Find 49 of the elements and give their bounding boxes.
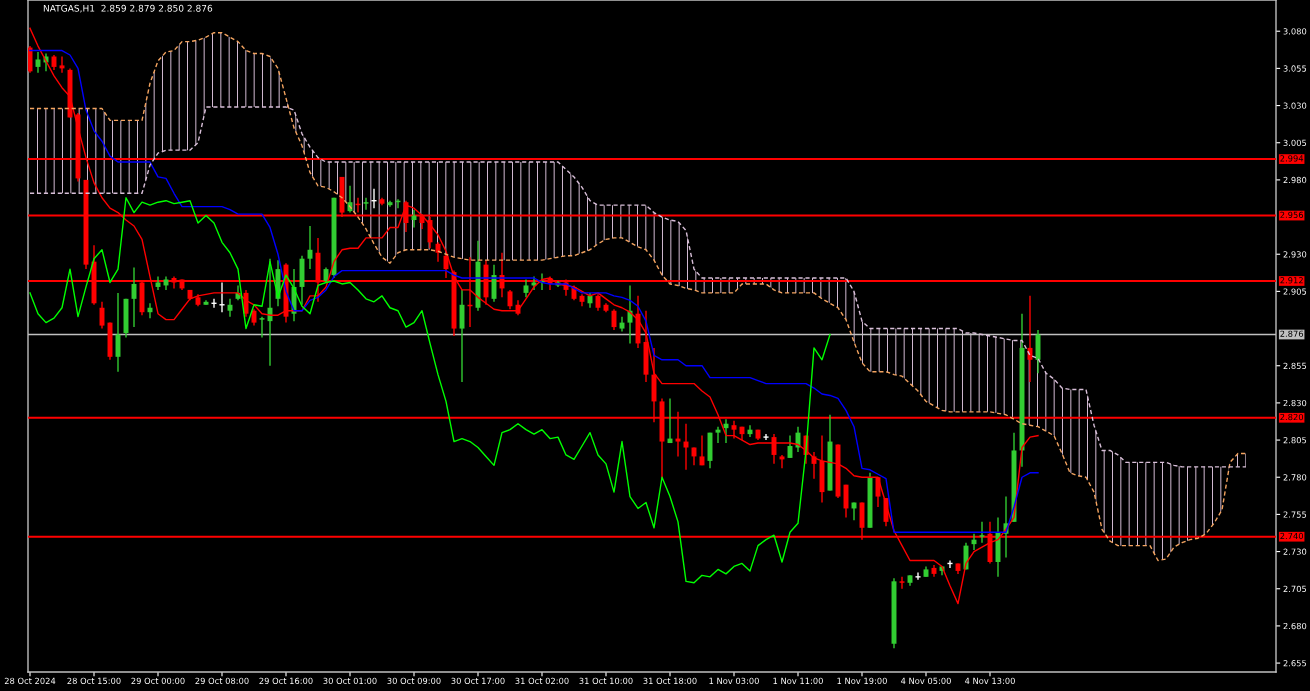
x-tick-label: 31 Oct 18:00 [643, 677, 697, 685]
line-series [29, 197, 831, 584]
x-tick-label: 29 Oct 16:00 [259, 677, 313, 685]
candlestick [259, 315, 265, 339]
candlestick [914, 571, 922, 581]
ref-line-label: 2.994 [1280, 155, 1304, 162]
x-tick-label: 29 Oct 00:00 [131, 677, 185, 685]
x-tick-label: 4 Nov 13:00 [964, 677, 1015, 685]
y-tick-label: 2.930 [1283, 251, 1307, 258]
x-tick-label: 4 Nov 05:00 [900, 677, 951, 685]
ref-line-label: 2.820 [1280, 413, 1304, 421]
candlestick [363, 197, 369, 211]
x-tick-label: 30 Oct 17:00 [451, 677, 505, 685]
y-tick-label: 2.680 [1283, 622, 1307, 630]
y-tick-label: 3.005 [1283, 139, 1307, 147]
y-tick-label: 2.705 [1283, 585, 1307, 593]
x-tick-label: 31 Oct 10:00 [579, 677, 633, 685]
ref-line-label: 2.956 [1280, 211, 1304, 218]
x-tick-label: 30 Oct 01:00 [323, 677, 377, 685]
y-tick-label: 2.780 [1283, 474, 1307, 481]
ref-line-label: 2.912 [1280, 277, 1303, 284]
candlestick [899, 576, 905, 590]
x-tick-label: 1 Nov 19:00 [837, 677, 887, 685]
x-tick-label: 29 Oct 08:00 [195, 677, 249, 685]
candlestick [762, 433, 770, 441]
y-tick-label: 3.030 [1283, 102, 1307, 109]
y-tick-label: 2.755 [1283, 511, 1307, 518]
y-tick-label: 2.805 [1283, 437, 1307, 444]
x-tick-label: 28 Oct 2024 [4, 677, 56, 685]
y-tick-label: 2.830 [1283, 399, 1307, 407]
candlestick [979, 521, 985, 544]
line-series [29, 106, 1247, 468]
x-tick-label: 1 Nov 11:00 [773, 677, 823, 685]
x-tick-label: 1 Nov 03:00 [709, 677, 759, 685]
y-tick-label: 2.655 [1283, 660, 1307, 667]
y-tick-label: 3.055 [1283, 65, 1307, 72]
y-tick-label: 2.905 [1283, 288, 1307, 295]
ref-line-label: 2.876 [1280, 330, 1304, 337]
x-tick-label: 31 Oct 02:00 [515, 677, 569, 685]
x-tick-label: 30 Oct 09:00 [387, 677, 441, 685]
y-tick-label: 2.730 [1283, 548, 1307, 555]
chart-title: NATGAS,H1 2.859 2.879 2.850 2.876 [43, 4, 213, 13]
candlestick [731, 420, 737, 440]
ref-line-label: 2.740 [1280, 532, 1304, 540]
x-tick-label: 28 Oct 15:00 [67, 677, 121, 685]
y-tick-label: 3.080 [1283, 28, 1307, 35]
y-tick-label: 2.980 [1283, 176, 1307, 184]
line-series [29, 49, 1039, 533]
y-tick-label: 2.855 [1283, 362, 1307, 370]
